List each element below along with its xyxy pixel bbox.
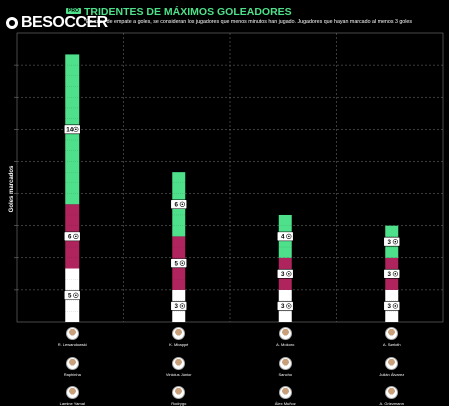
value-label: 3 bbox=[388, 239, 392, 246]
value-label: 3 bbox=[175, 303, 179, 310]
player-name: R. Lewandowski bbox=[57, 342, 87, 347]
player-entry: A. Sørloth bbox=[362, 327, 422, 347]
value-label: 5 bbox=[68, 292, 72, 299]
value-label: 3 bbox=[281, 271, 285, 278]
ball-icon bbox=[6, 17, 18, 29]
player-entry: K. Mbappé bbox=[149, 327, 209, 347]
value-label: 6 bbox=[175, 201, 179, 208]
besoccer-logo: BESOCCER PRO bbox=[6, 8, 108, 32]
ball-icon-center bbox=[181, 262, 184, 264]
player-avatar bbox=[65, 357, 79, 370]
ball-icon-center bbox=[75, 128, 77, 131]
chart-subtitle: *En caso de empate a goles, se considera… bbox=[84, 19, 413, 25]
chart-title: TRIDENTES DE MÁXIMOS GOLEADORES bbox=[84, 6, 292, 18]
ball-icon-center bbox=[288, 273, 290, 275]
player-avatar bbox=[278, 357, 292, 370]
player-entry: Lamine Yamal bbox=[42, 386, 102, 406]
player-avatar bbox=[172, 386, 186, 399]
pro-badge: PRO bbox=[66, 8, 81, 14]
logo-text: BESOCCER bbox=[21, 14, 108, 31]
ball-icon-center bbox=[181, 305, 184, 307]
ball-icon-center bbox=[181, 203, 184, 206]
player-name: Vinicius Júnior bbox=[165, 372, 192, 377]
ball-icon-center bbox=[75, 235, 77, 238]
player-name: Lamine Yamal bbox=[59, 401, 85, 406]
player-avatar bbox=[278, 327, 292, 340]
value-label: 3 bbox=[388, 303, 392, 310]
player-avatar bbox=[385, 386, 399, 399]
player-avatar bbox=[65, 327, 79, 340]
player-entry: Álex Muñoz bbox=[255, 386, 315, 406]
ball-icon-center bbox=[394, 273, 397, 275]
player-name: Raphinha bbox=[63, 372, 81, 377]
player-avatar bbox=[172, 357, 186, 370]
player-entry: Sancho bbox=[255, 357, 315, 377]
player-avatar bbox=[385, 357, 399, 370]
player-entry: Julián Álvarez bbox=[362, 357, 422, 377]
player-entry: Raphinha bbox=[42, 357, 102, 377]
player-avatar bbox=[172, 327, 186, 340]
value-label: 4 bbox=[281, 234, 285, 241]
ball-icon-center bbox=[394, 240, 397, 243]
player-name: A. Sørloth bbox=[382, 342, 401, 347]
player-avatar bbox=[65, 386, 79, 399]
player-avatar bbox=[278, 386, 292, 399]
player-entry: A. Griezmann bbox=[362, 386, 422, 406]
player-avatar bbox=[385, 327, 399, 340]
ball-icon-center bbox=[75, 294, 77, 297]
value-label: 5 bbox=[175, 260, 179, 267]
player-entry: Vinicius Júnior bbox=[149, 357, 209, 377]
player-name: Rodrygo bbox=[171, 401, 187, 406]
ball-icon-center bbox=[288, 305, 290, 307]
value-label: 14 bbox=[66, 127, 73, 134]
ball-icon-center bbox=[288, 235, 290, 238]
player-name: K. Mbappé bbox=[169, 342, 189, 347]
value-label: 6 bbox=[68, 234, 72, 241]
player-entry: A. Mokoro bbox=[255, 327, 315, 347]
player-entry: R. Lewandowski bbox=[42, 327, 102, 347]
player-name: A. Mokoro bbox=[276, 342, 295, 347]
player-name: A. Griezmann bbox=[379, 401, 404, 406]
ball-icon-center bbox=[394, 305, 397, 307]
player-name: Álex Muñoz bbox=[274, 401, 296, 406]
player-entry: Rodrygo bbox=[149, 386, 209, 406]
player-name: Sancho bbox=[278, 372, 293, 377]
value-label: 3 bbox=[281, 303, 285, 310]
value-label: 3 bbox=[388, 271, 392, 278]
player-name: Julián Álvarez bbox=[379, 372, 405, 377]
